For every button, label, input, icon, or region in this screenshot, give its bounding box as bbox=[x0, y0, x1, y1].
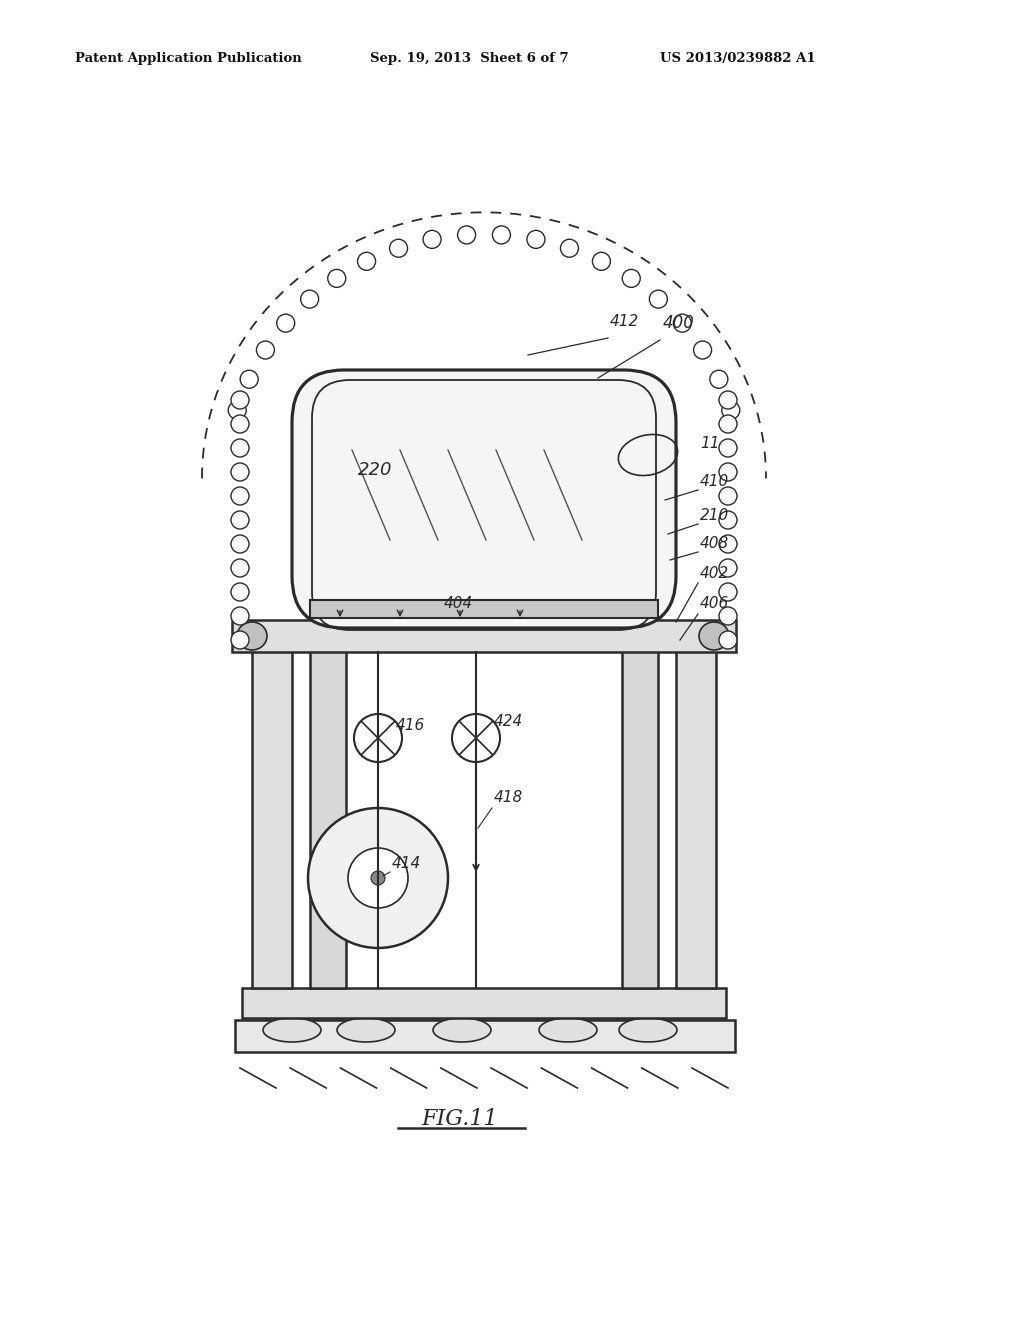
Ellipse shape bbox=[237, 622, 267, 649]
Circle shape bbox=[719, 607, 737, 624]
Circle shape bbox=[301, 290, 318, 308]
Circle shape bbox=[719, 535, 737, 553]
Circle shape bbox=[719, 463, 737, 480]
Circle shape bbox=[231, 511, 249, 529]
Text: 220: 220 bbox=[358, 461, 392, 479]
Circle shape bbox=[719, 511, 737, 529]
Circle shape bbox=[231, 440, 249, 457]
Text: 418: 418 bbox=[494, 789, 523, 805]
Polygon shape bbox=[622, 649, 658, 987]
FancyBboxPatch shape bbox=[242, 987, 726, 1018]
Circle shape bbox=[649, 290, 668, 308]
Ellipse shape bbox=[433, 1018, 490, 1041]
Circle shape bbox=[623, 269, 640, 288]
Text: 414: 414 bbox=[392, 855, 421, 871]
Ellipse shape bbox=[699, 622, 729, 649]
Circle shape bbox=[593, 252, 610, 271]
Circle shape bbox=[231, 414, 249, 433]
Text: FIG.11: FIG.11 bbox=[422, 1107, 499, 1130]
Circle shape bbox=[231, 463, 249, 480]
Circle shape bbox=[231, 583, 249, 601]
Text: 404: 404 bbox=[444, 597, 473, 611]
Circle shape bbox=[560, 239, 579, 257]
FancyBboxPatch shape bbox=[292, 370, 676, 628]
Text: 416: 416 bbox=[396, 718, 425, 733]
Ellipse shape bbox=[337, 1018, 395, 1041]
Text: 408: 408 bbox=[700, 536, 729, 550]
Ellipse shape bbox=[263, 1018, 321, 1041]
Ellipse shape bbox=[539, 1018, 597, 1041]
Circle shape bbox=[719, 558, 737, 577]
Circle shape bbox=[231, 607, 249, 624]
Text: Patent Application Publication: Patent Application Publication bbox=[75, 51, 302, 65]
FancyBboxPatch shape bbox=[310, 601, 658, 618]
Circle shape bbox=[423, 231, 441, 248]
Text: US 2013/0239882 A1: US 2013/0239882 A1 bbox=[660, 51, 816, 65]
Circle shape bbox=[674, 314, 691, 333]
Text: 402: 402 bbox=[700, 566, 729, 581]
FancyBboxPatch shape bbox=[234, 1020, 735, 1052]
Text: 424: 424 bbox=[494, 714, 523, 729]
Text: 400: 400 bbox=[663, 314, 695, 333]
Circle shape bbox=[231, 558, 249, 577]
Circle shape bbox=[231, 631, 249, 649]
Circle shape bbox=[348, 847, 408, 908]
Circle shape bbox=[231, 391, 249, 409]
Circle shape bbox=[493, 226, 510, 244]
Circle shape bbox=[458, 226, 475, 244]
Circle shape bbox=[256, 341, 274, 359]
Text: 406: 406 bbox=[700, 597, 729, 611]
Polygon shape bbox=[252, 649, 292, 987]
Circle shape bbox=[452, 714, 500, 762]
Circle shape bbox=[354, 714, 402, 762]
Text: Sep. 19, 2013  Sheet 6 of 7: Sep. 19, 2013 Sheet 6 of 7 bbox=[370, 51, 568, 65]
Circle shape bbox=[228, 401, 246, 420]
Circle shape bbox=[693, 341, 712, 359]
Circle shape bbox=[231, 487, 249, 506]
Circle shape bbox=[719, 440, 737, 457]
Circle shape bbox=[719, 487, 737, 506]
Circle shape bbox=[719, 414, 737, 433]
Circle shape bbox=[719, 631, 737, 649]
Circle shape bbox=[357, 252, 376, 271]
Circle shape bbox=[722, 401, 739, 420]
Polygon shape bbox=[676, 649, 716, 987]
Circle shape bbox=[276, 314, 295, 333]
Circle shape bbox=[308, 808, 449, 948]
Circle shape bbox=[389, 239, 408, 257]
Circle shape bbox=[231, 535, 249, 553]
Circle shape bbox=[527, 231, 545, 248]
Text: 410: 410 bbox=[700, 474, 729, 488]
FancyBboxPatch shape bbox=[232, 620, 736, 652]
Ellipse shape bbox=[618, 1018, 677, 1041]
Circle shape bbox=[371, 871, 385, 884]
Text: 210: 210 bbox=[700, 508, 729, 523]
Circle shape bbox=[719, 583, 737, 601]
Circle shape bbox=[719, 391, 737, 409]
Circle shape bbox=[241, 370, 258, 388]
Text: 11: 11 bbox=[700, 436, 720, 451]
Text: 412: 412 bbox=[610, 314, 639, 329]
Circle shape bbox=[710, 370, 728, 388]
Polygon shape bbox=[310, 649, 346, 987]
Circle shape bbox=[328, 269, 346, 288]
